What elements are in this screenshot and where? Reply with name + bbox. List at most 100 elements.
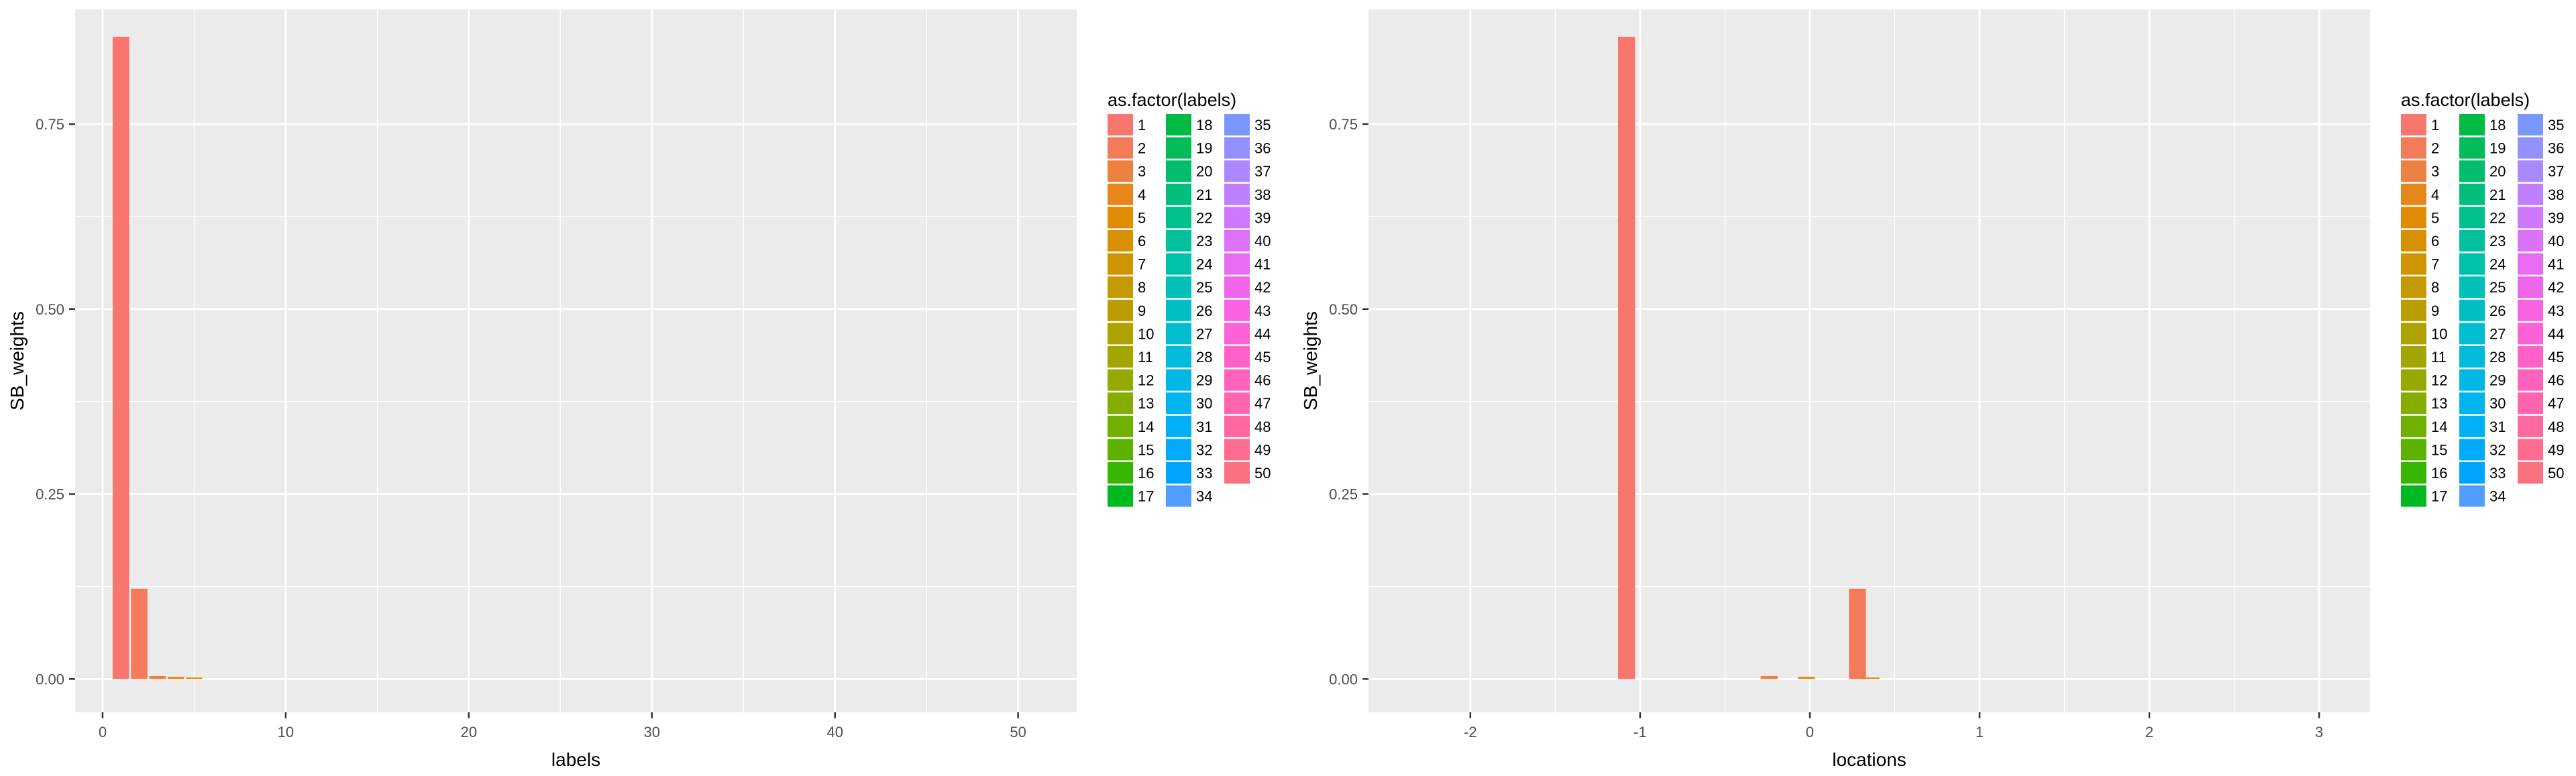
legend-label-35: 35 [1254, 117, 1271, 133]
legend-key-32 [2459, 439, 2485, 461]
legend-label-43: 43 [2548, 302, 2564, 319]
legend-key-6 [1108, 230, 1133, 252]
legend-label-41: 41 [2548, 256, 2564, 273]
x-tick-label: 2 [2145, 724, 2153, 740]
legend-key-13 [2401, 392, 2426, 414]
legend-key-26 [1166, 299, 1191, 321]
legend-key-14 [2401, 415, 2426, 437]
legend-label-40: 40 [2548, 233, 2564, 250]
legend: as.factor(labels)12345678910111213141516… [1108, 90, 1271, 507]
legend-key-22 [2459, 207, 2485, 229]
legend-key-33 [1166, 462, 1191, 484]
y-tick-label: 0.75 [1329, 116, 1358, 133]
legend-label-15: 15 [1138, 441, 1154, 458]
legend-key-40 [1224, 230, 1250, 252]
legend-label-14: 14 [2431, 419, 2447, 435]
legend-key-22 [1166, 207, 1191, 229]
legend-label-33: 33 [1196, 465, 1212, 482]
legend-label-49: 49 [1254, 441, 1271, 458]
legend-label-40: 40 [1254, 233, 1271, 250]
legend-key-48 [2518, 415, 2543, 437]
legend-key-2 [2401, 137, 2426, 159]
legend-label-20: 20 [2489, 163, 2506, 180]
legend-label-44: 44 [1254, 325, 1271, 342]
legend-label-49: 49 [2548, 441, 2564, 458]
legend-key-19 [2459, 137, 2485, 159]
legend-label-25: 25 [1196, 279, 1212, 296]
legend-key-5 [2401, 207, 2426, 229]
legend-label-48: 48 [1254, 419, 1271, 435]
legend-label-38: 38 [1254, 186, 1271, 203]
legend-label-26: 26 [1196, 302, 1212, 319]
bar-1 [112, 36, 129, 679]
legend-key-3 [1108, 160, 1133, 182]
legend-key-25 [1166, 276, 1191, 298]
legend-label-39: 39 [1254, 209, 1271, 226]
y-tick-label: 0.25 [1329, 486, 1358, 503]
legend-label-20: 20 [1196, 163, 1212, 180]
legend-title: as.factor(labels) [2401, 90, 2530, 110]
legend-label-46: 46 [1254, 372, 1271, 389]
legend-key-8 [2401, 276, 2426, 298]
legend-key-38 [2518, 183, 2543, 205]
legend-label-6: 6 [2431, 233, 2439, 250]
legend-label-32: 32 [1196, 441, 1212, 458]
plot-panel [75, 9, 1077, 712]
legend-key-17 [1108, 485, 1133, 507]
legend-label-12: 12 [1138, 372, 1154, 389]
legend-key-49 [1224, 439, 1250, 461]
legend-key-25 [2459, 276, 2485, 298]
legend-key-20 [1166, 160, 1191, 182]
chart-panel-1: 0 10 20 30 40 50 0.00 0.25 0.50 0.75 labels SB_weig… [7, 9, 1271, 770]
legend-key-40 [2518, 230, 2543, 252]
legend-label-34: 34 [1196, 488, 1212, 505]
bar-2 [131, 588, 148, 679]
legend-key-1 [2401, 114, 2426, 135]
x-tick-label: -2 [1464, 724, 1477, 740]
legend-key-28 [2459, 346, 2485, 368]
legend-key-47 [2518, 392, 2543, 414]
bar-4 [167, 677, 184, 679]
x-tick-label: -1 [1633, 724, 1647, 740]
legend-key-23 [2459, 230, 2485, 252]
legend-key-18 [1166, 114, 1191, 135]
legend-label-30: 30 [2489, 395, 2506, 412]
legend-key-45 [1224, 346, 1250, 368]
legend-key-35 [1224, 114, 1250, 135]
legend-label-18: 18 [1196, 117, 1212, 133]
legend-key-29 [1166, 369, 1191, 391]
legend-label-31: 31 [2489, 419, 2506, 435]
x-tick-label: 20 [461, 724, 477, 740]
legend-label-19: 19 [2489, 140, 2506, 157]
x-axis-title: locations [1832, 749, 1907, 770]
y-tick-label: 0.00 [36, 671, 64, 687]
legend-title: as.factor(labels) [1108, 90, 1236, 110]
legend-key-32 [1166, 439, 1191, 461]
legend-key-14 [1108, 415, 1133, 437]
legend-label-7: 7 [2431, 256, 2439, 273]
legend-label-26: 26 [2489, 302, 2506, 319]
legend-label-28: 28 [1196, 349, 1212, 366]
legend-label-50: 50 [2548, 465, 2564, 482]
legend-key-4 [2401, 183, 2426, 205]
legend-key-50 [1224, 462, 1250, 484]
x-tick-label: 30 [644, 724, 660, 740]
legend-label-34: 34 [2489, 488, 2506, 505]
legend-label-42: 42 [1254, 279, 1271, 296]
legend-key-39 [2518, 207, 2543, 229]
legend-key-21 [1166, 183, 1191, 205]
legend-label-19: 19 [1196, 140, 1212, 157]
legend-label-4: 4 [1138, 186, 1146, 203]
legend-label-47: 47 [1254, 395, 1271, 412]
legend-label-25: 25 [2489, 279, 2506, 296]
legend-key-10 [1108, 323, 1133, 345]
legend-label-33: 33 [2489, 465, 2506, 482]
legend-key-30 [1166, 392, 1191, 414]
bar-1 [1617, 36, 1635, 679]
legend-key-2 [1108, 137, 1133, 159]
legend-label-16: 16 [1138, 465, 1154, 482]
legend-label-5: 5 [2431, 209, 2439, 226]
legend-key-12 [2401, 369, 2426, 391]
legend-label-38: 38 [2548, 186, 2564, 203]
